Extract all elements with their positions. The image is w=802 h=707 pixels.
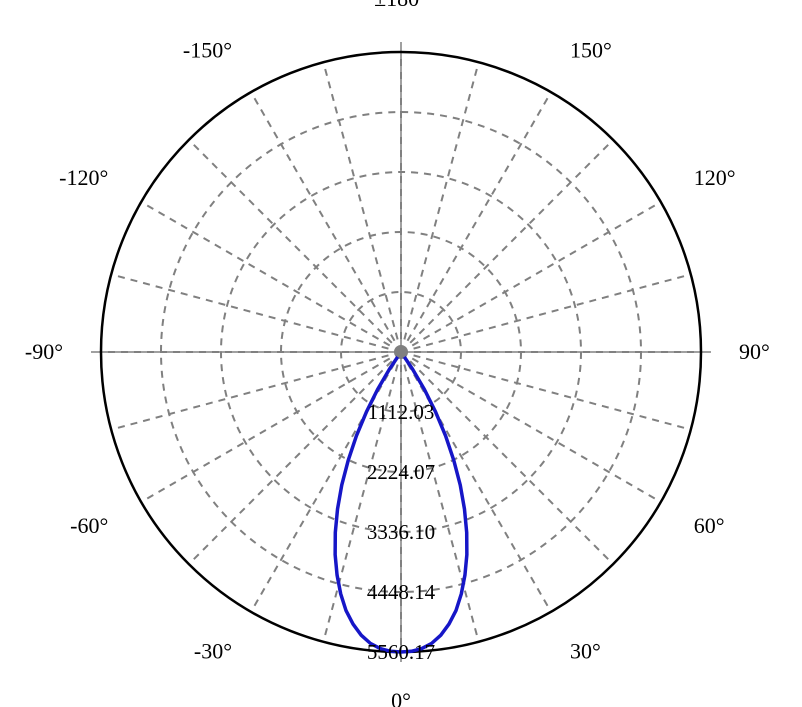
angle-label: 60° — [694, 513, 725, 538]
angle-label: -30° — [194, 639, 232, 664]
angle-label: 150° — [570, 37, 612, 62]
polar-svg: 0° 30° 60° 90° 120° 150° ±180° -150° -120° -90° -6… — [0, 0, 802, 707]
radial-label: 5560.17 — [367, 640, 435, 664]
angle-label: 120° — [694, 165, 736, 190]
angle-label: -120° — [59, 165, 108, 190]
angle-label: -150° — [183, 37, 232, 62]
angle-label: 90° — [739, 339, 770, 364]
angle-label: 30° — [570, 639, 601, 664]
radial-label: 1112.03 — [368, 400, 435, 424]
angle-label: 0° — [391, 688, 411, 707]
radial-label: 4448.14 — [367, 580, 436, 604]
angle-label: ±180° — [374, 0, 428, 11]
angle-label: -60° — [70, 513, 108, 538]
angle-label: -90° — [25, 339, 63, 364]
radial-label: 3336.10 — [367, 520, 435, 544]
radial-label: 2224.07 — [367, 460, 435, 484]
polar-chart: 0° 30° 60° 90° 120° 150° ±180° -150° -120° -90° -6… — [0, 0, 802, 707]
